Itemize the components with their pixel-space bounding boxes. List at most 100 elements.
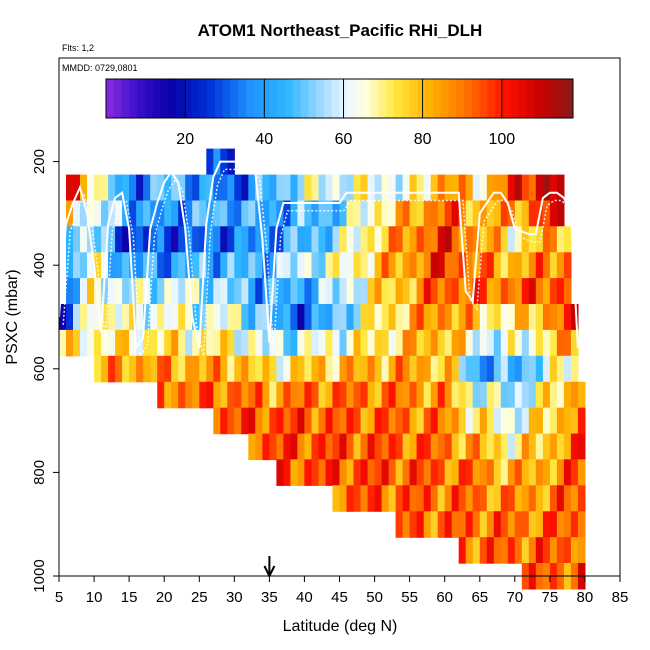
heatmap-cell: [262, 252, 270, 279]
heatmap-cell: [549, 459, 558, 486]
heatmap-cell: [220, 226, 228, 253]
colorbar-segment: [168, 79, 177, 118]
heatmap-cell: [353, 355, 362, 383]
heatmap-cell: [353, 174, 362, 202]
heatmap-cell: [115, 329, 123, 357]
heatmap-cell: [115, 355, 123, 383]
y-tick-label: 800: [31, 460, 48, 485]
colorbar-segment: [440, 79, 449, 118]
heatmap-cell: [262, 433, 270, 461]
heatmap-cell: [283, 407, 291, 435]
heatmap-cell: [332, 174, 341, 202]
heatmap-cell: [535, 537, 544, 564]
heatmap-cell: [479, 537, 488, 564]
heatmap-cell: [493, 433, 502, 461]
heatmap-cell: [164, 304, 172, 331]
heatmap-cell: [346, 381, 355, 409]
heatmap-cell: [374, 174, 383, 202]
heatmap-cell: [325, 381, 334, 409]
heatmap-cell: [458, 200, 467, 227]
heatmap-cell: [318, 278, 327, 305]
heatmap-cell: [164, 252, 172, 279]
heatmap-cell: [374, 355, 383, 383]
heatmap-cell: [423, 200, 432, 227]
heatmap-cell: [346, 407, 355, 435]
heatmap-cell: [171, 226, 179, 253]
heatmap-cell: [318, 381, 327, 409]
heatmap-cell: [241, 226, 249, 253]
heatmap-cell: [332, 329, 341, 357]
heatmap-cell: [178, 304, 186, 331]
heatmap-cell: [556, 433, 565, 461]
heatmap-cell: [94, 355, 102, 383]
heatmap-cell: [409, 329, 418, 357]
heatmap-cell: [269, 381, 277, 409]
heatmap-cell: [402, 485, 411, 512]
heatmap-cell: [360, 304, 369, 331]
heatmap-cell: [416, 329, 425, 357]
heatmap-cell: [486, 278, 495, 305]
heatmap-cell: [479, 200, 488, 227]
heatmap-cell: [409, 252, 418, 279]
heatmap-cell: [528, 459, 537, 486]
heatmap-cell: [374, 200, 383, 227]
heatmap-cell: [423, 407, 432, 435]
heatmap-cell: [444, 174, 453, 202]
heatmap-cell: [514, 200, 523, 227]
rhi-curtain: [59, 148, 586, 590]
colorbar-segment: [409, 79, 418, 118]
heatmap-cell: [458, 252, 467, 279]
heatmap-cell: [514, 355, 523, 383]
heatmap-cell: [528, 355, 537, 383]
x-tick-label: 15: [121, 589, 138, 606]
colorbar-segment: [425, 79, 434, 118]
heatmap-cell: [514, 537, 523, 564]
heatmap-cell: [220, 200, 228, 227]
heatmap-cell: [304, 226, 312, 253]
heatmap-cell: [479, 278, 488, 305]
colorbar-segment: [113, 79, 123, 118]
heatmap-cell: [423, 226, 432, 253]
heatmap-cell: [136, 278, 144, 305]
latitude-arrow-marker: [263, 556, 276, 579]
heatmap-cell: [465, 459, 474, 486]
heatmap-cell: [304, 381, 312, 409]
heatmap-cell: [311, 433, 320, 461]
heatmap-cell: [234, 355, 242, 383]
heatmap-cell: [304, 304, 312, 331]
heatmap-cell: [220, 174, 228, 202]
colorbar-segment: [215, 79, 224, 118]
heatmap-cell: [444, 252, 453, 279]
heatmap-cell: [332, 200, 341, 227]
heatmap-cell: [283, 433, 291, 461]
colorbar-segment: [565, 79, 574, 118]
heatmap-cell: [542, 174, 551, 202]
heatmap-cell: [437, 174, 446, 202]
heatmap-cell: [290, 407, 298, 435]
heatmap-cell: [143, 304, 151, 331]
heatmap-cell: [115, 200, 123, 227]
heatmap-cell: [472, 355, 481, 383]
heatmap-cell: [381, 304, 390, 331]
heatmap-cell: [444, 304, 453, 331]
heatmap-cell: [157, 278, 165, 305]
heatmap-cell: [150, 278, 158, 305]
heatmap-cell: [241, 304, 249, 331]
heatmap-cell: [528, 304, 537, 331]
heatmap-cell: [346, 174, 355, 202]
heatmap-cell: [234, 200, 242, 227]
heatmap-cell: [486, 485, 495, 512]
heatmap-cell: [178, 226, 186, 253]
heatmap-cell: [87, 304, 95, 331]
heatmap-cell: [465, 304, 474, 331]
arrow-head: [263, 565, 276, 579]
heatmap-cell: [528, 381, 537, 409]
heatmap-cell: [178, 329, 186, 357]
heatmap-cell: [556, 252, 565, 279]
colorbar-segment: [331, 79, 340, 118]
heatmap-cell: [360, 252, 369, 279]
heatmap-cell: [262, 226, 270, 253]
heatmap-cell: [521, 226, 530, 253]
heatmap-cell: [367, 355, 376, 383]
heatmap-cell: [493, 355, 502, 383]
